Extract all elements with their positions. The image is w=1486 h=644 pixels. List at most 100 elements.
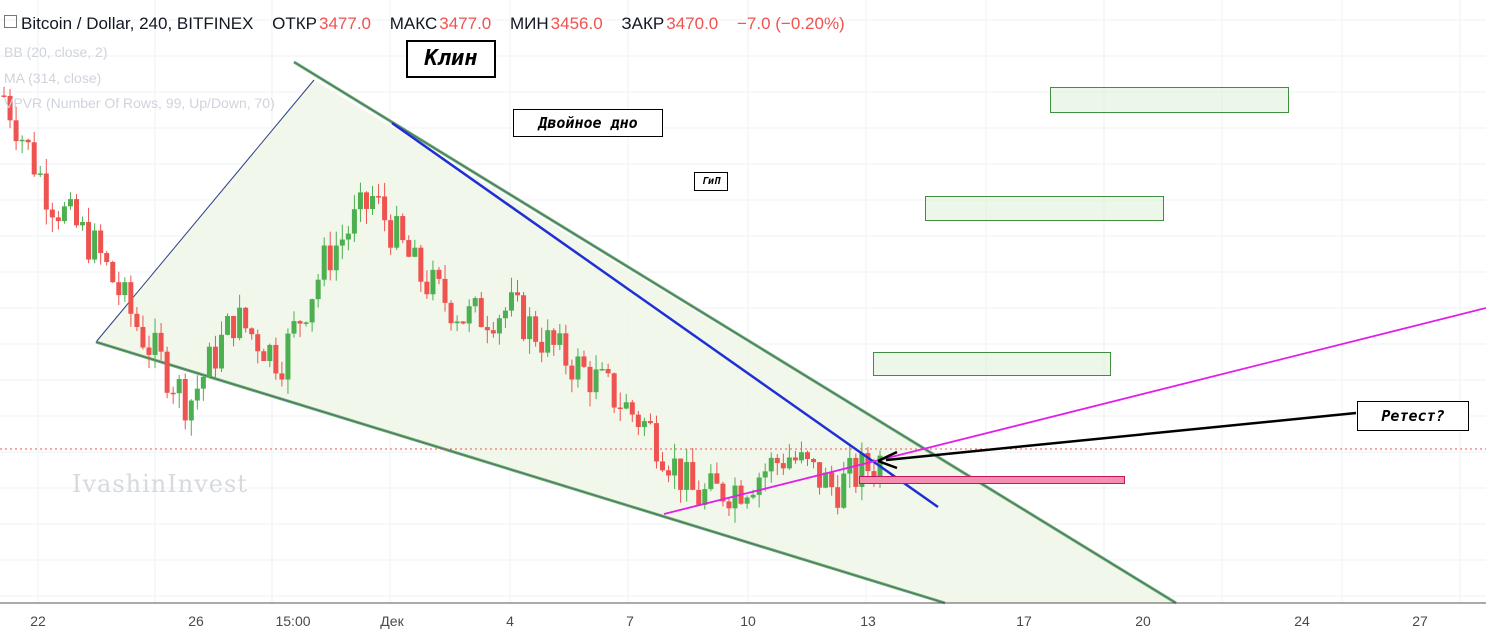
x-tick-label: 26 — [188, 613, 204, 629]
overlay-lines — [0, 121, 1486, 604]
candle-body — [515, 292, 521, 296]
candle-body — [333, 245, 339, 271]
candle-body — [188, 400, 194, 421]
candle-body — [400, 216, 406, 241]
candle-body — [25, 139, 31, 143]
candle-body — [345, 233, 351, 240]
candle-body — [370, 196, 376, 209]
candle-body — [327, 245, 333, 271]
candle-body — [67, 199, 73, 207]
candle-body — [285, 333, 291, 380]
candle-body — [104, 253, 110, 263]
candle-body — [684, 462, 690, 490]
candle-body — [237, 307, 243, 339]
candle-body — [811, 458, 817, 463]
drawings — [0, 60, 1486, 605]
candle-body — [581, 356, 587, 367]
checkbox-icon[interactable] — [4, 15, 17, 28]
candle-body — [599, 369, 605, 371]
candle-body — [351, 209, 357, 234]
candle-body — [611, 373, 617, 408]
candle-body — [847, 457, 853, 474]
candle-body — [206, 346, 212, 377]
candle-body — [774, 457, 780, 464]
candle-body — [859, 453, 865, 487]
wedge-label[interactable]: Клин — [406, 40, 496, 78]
candle-body — [871, 471, 877, 479]
retest-label[interactable]: Ретест? — [1357, 401, 1469, 431]
target-zone-2[interactable] — [925, 196, 1164, 221]
candle-body — [744, 497, 750, 504]
candle-body — [466, 306, 472, 324]
candle-body — [454, 321, 460, 324]
x-tick-label: 10 — [740, 613, 756, 629]
candle-body — [823, 472, 829, 488]
candle-body — [55, 217, 61, 222]
close-value: 3470.0 — [666, 14, 719, 33]
candle-body — [1, 95, 7, 97]
candle-body — [448, 302, 454, 324]
candle-body — [291, 321, 297, 334]
target-zone-1[interactable] — [1050, 87, 1289, 113]
candle-body — [508, 292, 514, 311]
symbol-header: Bitcoin / Dollar, 240, BITFINEX ОТКР 3477… — [4, 14, 845, 34]
candle-body — [726, 501, 732, 509]
candle-body — [176, 379, 182, 394]
candle-body — [430, 269, 436, 295]
candle-body — [714, 473, 720, 484]
candle-body — [502, 310, 508, 319]
wedge-upper-line-inner — [293, 61, 1177, 604]
candle-body — [267, 344, 273, 362]
x-tick-label: Дек — [380, 613, 404, 629]
candle-body — [128, 282, 134, 314]
candle-body — [194, 388, 200, 401]
indicator-vpvr[interactable]: VPVR (Number Of Rows, 99, Up/Down, 70) — [4, 95, 275, 111]
candle-body — [92, 230, 98, 260]
candle-body — [635, 414, 641, 428]
candle-body — [750, 494, 756, 498]
indicator-ma[interactable]: MA (314, close) — [4, 70, 102, 86]
candle-body — [829, 472, 835, 488]
candle-body — [382, 196, 388, 221]
candle-body — [37, 173, 43, 175]
candle-body — [472, 298, 478, 307]
head-shoulders-label[interactable]: ГиП — [694, 172, 728, 191]
candle-body — [182, 379, 188, 421]
candle-body — [756, 477, 762, 495]
candle-body — [146, 347, 152, 355]
candle-body — [545, 330, 551, 353]
watermark: IvashinInvest — [72, 470, 248, 498]
x-tick-label: 13 — [860, 613, 876, 629]
support-zone[interactable] — [859, 476, 1125, 484]
candle-body — [309, 299, 315, 323]
candle-body — [231, 316, 237, 339]
target-zone-3[interactable] — [873, 352, 1111, 376]
candle-body — [61, 206, 67, 222]
candle-body — [273, 344, 279, 374]
candle-body — [122, 282, 128, 296]
double-bottom-label[interactable]: Двойное дно — [513, 109, 663, 137]
candle-body — [533, 316, 539, 342]
candle-body — [297, 321, 303, 324]
candle-body — [49, 209, 55, 218]
candle-body — [303, 322, 309, 324]
candle-body — [13, 120, 19, 142]
retest-arrow-head — [877, 450, 898, 470]
close-label: ЗАКР — [621, 14, 665, 33]
candles — [1, 86, 883, 523]
candle-body — [406, 240, 412, 257]
candle-body — [798, 452, 804, 461]
high-label: МАКС — [389, 14, 438, 33]
high-value: 3477.0 — [439, 14, 492, 33]
candle-body — [225, 316, 231, 335]
candle-body — [593, 369, 599, 393]
candle-body — [249, 328, 255, 335]
candle-body — [255, 334, 261, 352]
candle-body — [605, 369, 611, 374]
candle-body — [478, 298, 484, 328]
candle-body — [792, 457, 798, 461]
indicator-bb[interactable]: BB (20, close, 2) — [4, 44, 108, 60]
candle-body — [116, 282, 122, 296]
candle-body — [484, 327, 490, 331]
